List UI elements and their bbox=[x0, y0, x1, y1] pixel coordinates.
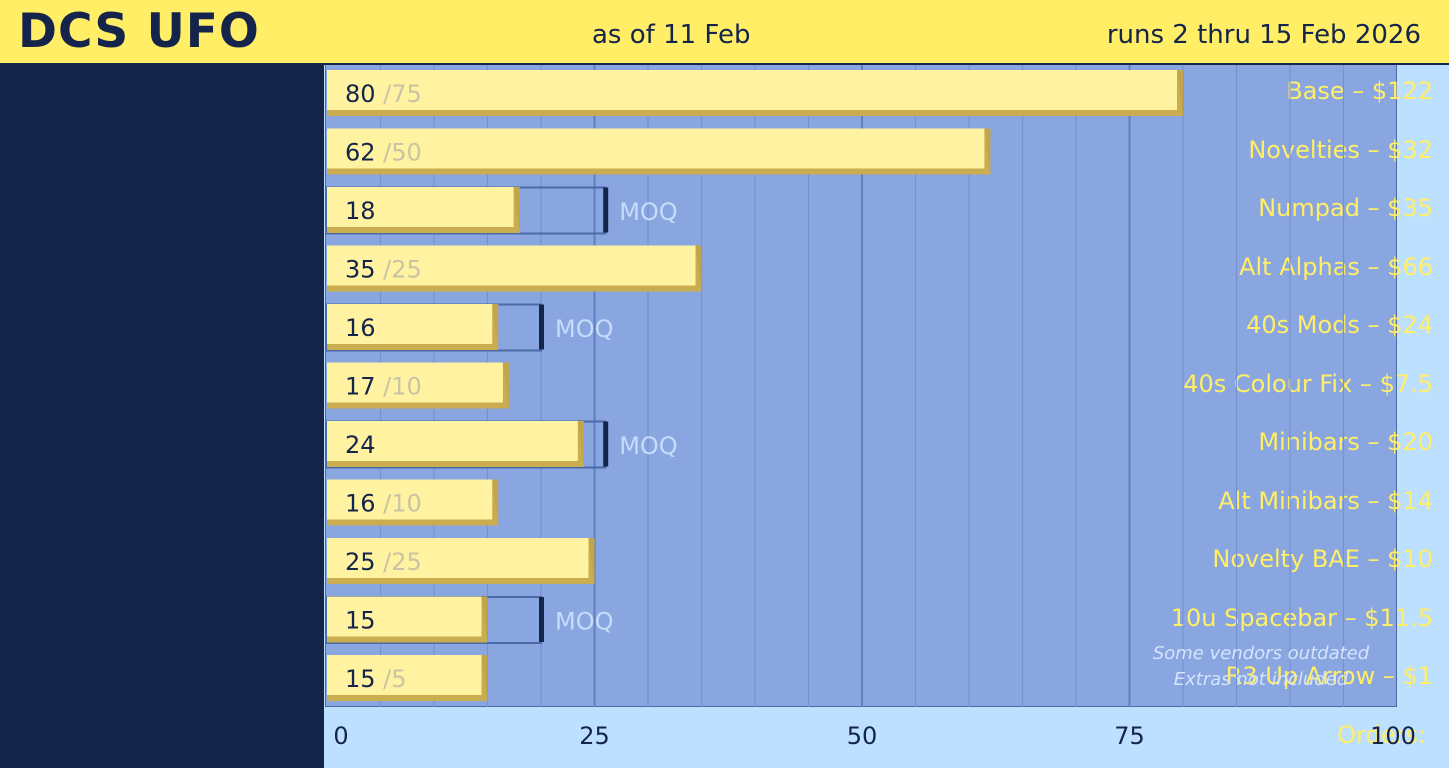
bar-edge-highlight bbox=[577, 421, 584, 467]
category-label: 10u Spacebar – $11.5 bbox=[1170, 603, 1433, 632]
moq-label: MOQ bbox=[555, 608, 614, 636]
category-label: Alt Alphas – $66 bbox=[1239, 252, 1433, 281]
moq-target-label: /25 bbox=[376, 256, 422, 284]
x-tick-label: 0 bbox=[333, 722, 349, 750]
moq-marker bbox=[539, 597, 544, 642]
bar-value-label: 24 bbox=[345, 431, 376, 459]
moq-target-label: /5 bbox=[376, 665, 407, 693]
x-tick-label: 50 bbox=[846, 722, 878, 750]
bar-value-label: 18 bbox=[345, 197, 376, 225]
bar bbox=[327, 187, 514, 227]
footnote: Some vendors outdated Extras not include… bbox=[1130, 641, 1392, 693]
as-of-date: as of 11 Feb bbox=[592, 20, 751, 50]
bar bbox=[327, 245, 696, 286]
footnote-line-2: Extras not included bbox=[1173, 669, 1349, 690]
category-label-panel bbox=[0, 65, 324, 768]
x-tick-label: 100 bbox=[1370, 722, 1416, 750]
moq-target-label: /75 bbox=[376, 80, 422, 108]
bar-edge-highlight bbox=[588, 538, 595, 584]
x-tick-label: 75 bbox=[1114, 722, 1145, 750]
bar bbox=[327, 304, 493, 344]
category-label: Minibars – $20 bbox=[1258, 428, 1433, 456]
moq-target-label: /10 bbox=[376, 490, 422, 518]
run-dates: runs 2 thru 15 Feb 2026 bbox=[1106, 20, 1421, 50]
moq-label: MOQ bbox=[555, 315, 614, 343]
bar-value-label: 16 bbox=[345, 314, 376, 342]
bar-value-label: 17 /10 bbox=[345, 373, 422, 401]
bar bbox=[327, 70, 1177, 110]
category-label: Base – $122 bbox=[1286, 77, 1433, 105]
moq-label: MOQ bbox=[619, 198, 678, 226]
bar bbox=[327, 596, 482, 637]
bar-edge-highlight bbox=[481, 655, 488, 701]
bar bbox=[327, 128, 985, 169]
moq-label: MOQ bbox=[619, 432, 678, 460]
bar-edge-highlight bbox=[984, 128, 991, 175]
bar-edge-highlight bbox=[481, 596, 488, 643]
bar bbox=[327, 362, 503, 403]
category-label: 40s Mods – $24 bbox=[1246, 311, 1433, 339]
bar-value-label: 62 /50 bbox=[345, 139, 422, 167]
bar bbox=[327, 655, 482, 695]
x-tick-label: 25 bbox=[579, 722, 610, 750]
category-label: Alt Minibars – $14 bbox=[1218, 486, 1433, 515]
moq-target-label: /50 bbox=[376, 139, 422, 167]
footnote-line-1: Some vendors outdated bbox=[1152, 643, 1370, 664]
bar-edge-highlight bbox=[513, 187, 520, 233]
header: DCS UFO as of 11 Feb runs 2 thru 15 Feb … bbox=[0, 0, 1449, 65]
bar-value-label: 16 /10 bbox=[345, 490, 422, 518]
bar-edge-highlight bbox=[492, 479, 499, 526]
bar bbox=[327, 538, 589, 578]
bar-edge-highlight bbox=[492, 304, 499, 350]
bar-value-label: 15 /5 bbox=[345, 665, 407, 693]
bar-edge-highlight bbox=[502, 362, 509, 409]
category-label: Novelties – $32 bbox=[1248, 135, 1433, 164]
bar bbox=[327, 421, 578, 461]
category-label: 40s Colour Fix – $7.5 bbox=[1183, 369, 1433, 398]
category-label: Novelty BAE – $10 bbox=[1212, 545, 1433, 573]
bar-value-label: 15 bbox=[345, 607, 376, 635]
bar-edge-highlight bbox=[1177, 70, 1183, 116]
bar bbox=[327, 479, 493, 520]
bar-value-label: 25 /25 bbox=[345, 548, 422, 576]
x-axis-label: Orders: bbox=[1337, 721, 1426, 749]
moq-marker bbox=[603, 187, 609, 233]
moq-target-label: /25 bbox=[376, 548, 422, 576]
moq-target-label: /10 bbox=[376, 373, 422, 401]
moq-marker bbox=[539, 304, 544, 350]
bar-edge-highlight bbox=[695, 245, 702, 292]
bar-value-label: 80 /75 bbox=[345, 80, 422, 108]
category-label: Numpad – $35 bbox=[1258, 194, 1433, 222]
app-title: DCS UFO bbox=[18, 4, 260, 59]
bar-value-label: 35 /25 bbox=[345, 256, 422, 284]
category-label: R3 Up Arrow – $1 bbox=[1225, 662, 1433, 690]
moq-marker bbox=[603, 421, 609, 467]
